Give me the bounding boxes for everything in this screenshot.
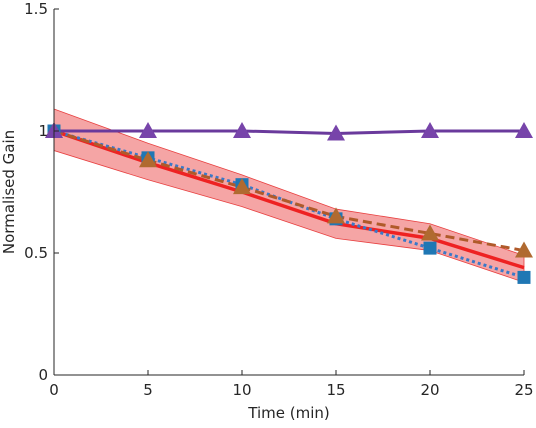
y-tick-label: 0 <box>38 366 48 384</box>
marker-layer <box>45 122 533 284</box>
y-tick-label: 1 <box>38 122 48 140</box>
series-4-triangle-marker <box>327 124 345 141</box>
x-tick-label: 25 <box>514 381 533 399</box>
x-axis-label: Time (min) <box>247 404 329 422</box>
series-4-triangle-marker <box>515 122 533 138</box>
series-2-square-marker <box>517 270 531 284</box>
series-3-triangle-marker <box>327 207 345 224</box>
series-layer <box>53 129 525 279</box>
series-2-square-marker <box>423 241 437 255</box>
series-line-2 <box>53 129 525 279</box>
y-axis-label: Normalised Gain <box>0 130 18 254</box>
series-line-3 <box>53 129 525 253</box>
series-4-triangle-marker <box>233 122 251 138</box>
series-line-1 <box>53 129 525 270</box>
y-tick-label: 1.5 <box>24 0 48 18</box>
series-4-triangle-marker <box>421 122 439 138</box>
y-tick-label: 0.5 <box>24 244 48 262</box>
x-tick-label: 0 <box>49 381 59 399</box>
series-3-triangle-marker <box>139 151 157 168</box>
series-3-triangle-marker <box>421 224 439 241</box>
x-tick-label: 5 <box>143 381 153 399</box>
series-3-triangle-marker <box>233 178 251 195</box>
confidence-band-layer <box>53 108 525 283</box>
x-tick-label: 10 <box>232 381 251 399</box>
series-3-triangle-marker <box>515 241 533 258</box>
confidence-band <box>53 108 525 283</box>
x-tick-label: 15 <box>326 381 345 399</box>
x-tick-label: 20 <box>420 381 439 399</box>
axes <box>53 9 524 376</box>
series-4-triangle-marker <box>139 122 157 138</box>
tick-layer: 0 5 10 15 20 25 0 0.5 1 1.5 <box>24 0 533 399</box>
series-line-4 <box>54 129 524 135</box>
